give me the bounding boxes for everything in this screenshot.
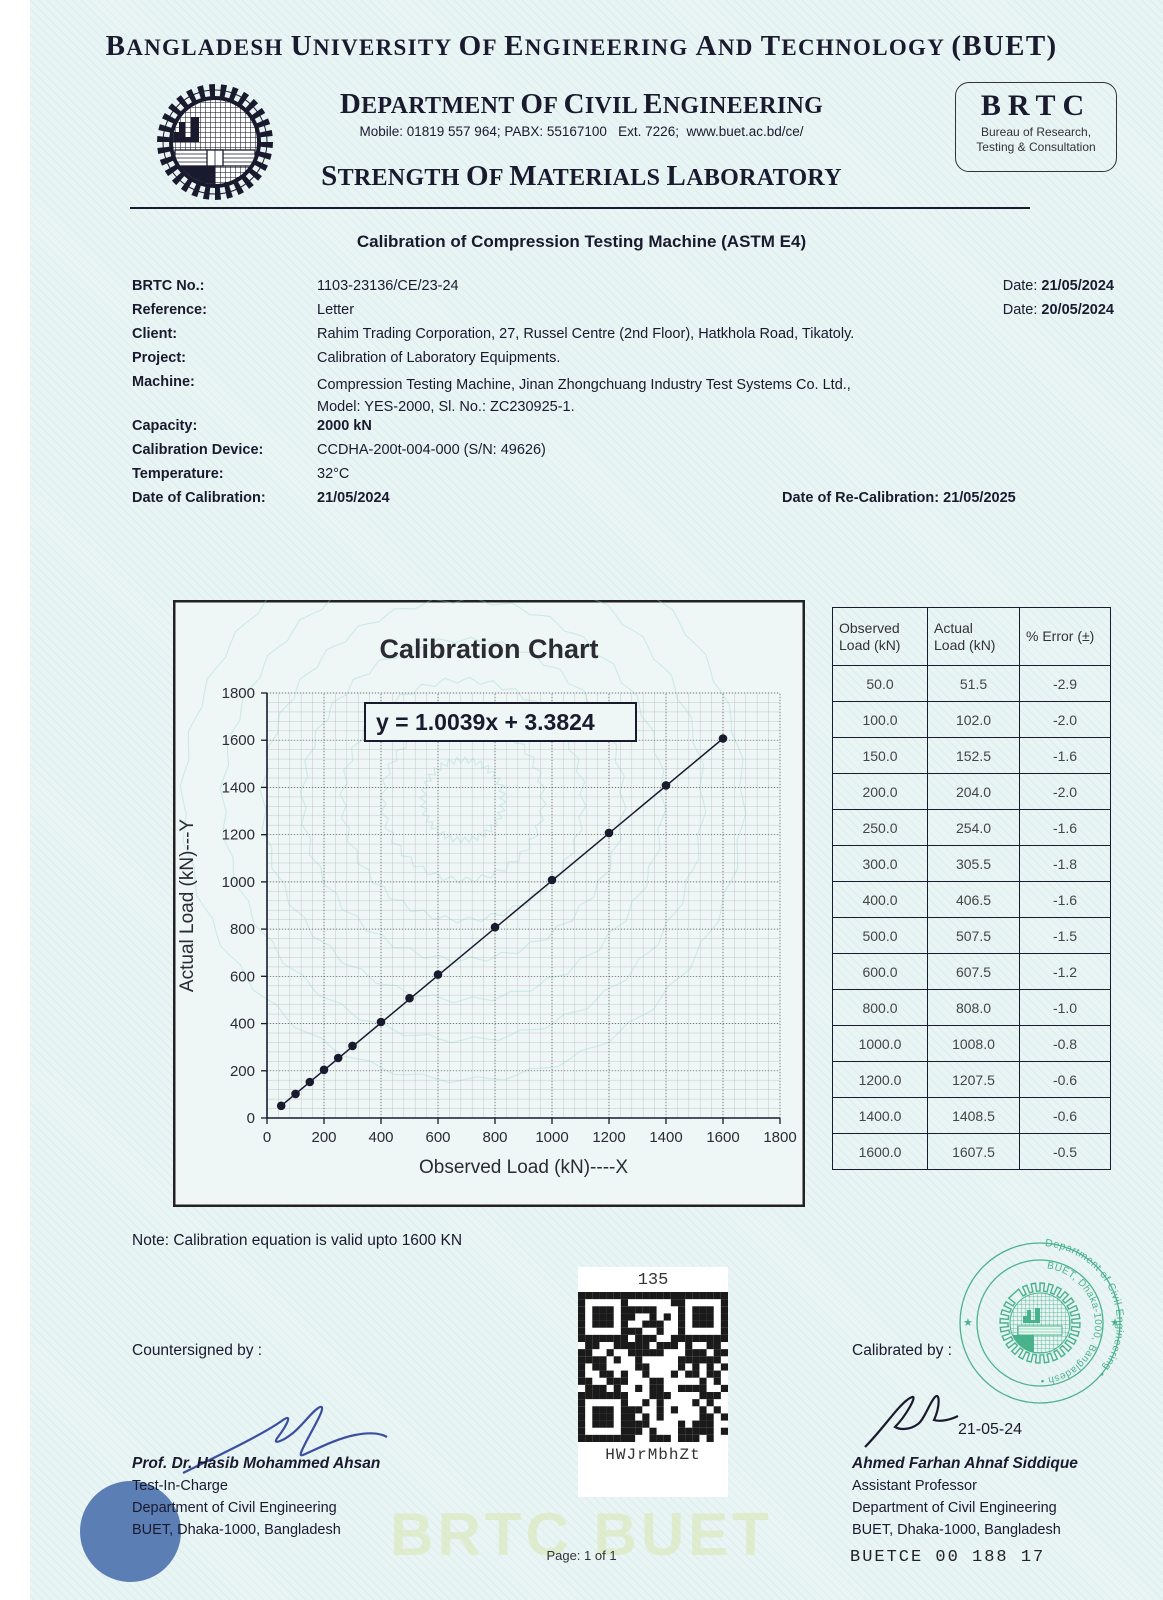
svg-text:1400: 1400 <box>649 1129 682 1146</box>
svg-text:Actual Load (kN)---Y: Actual Load (kN)---Y <box>177 819 198 992</box>
svg-text:1200: 1200 <box>222 827 255 844</box>
svg-text:Calibration Chart: Calibration Chart <box>379 634 598 664</box>
svg-text:y = 1.0039x + 3.3824: y = 1.0039x + 3.3824 <box>376 709 595 735</box>
svg-text:★: ★ <box>963 1317 973 1329</box>
svg-text:0: 0 <box>247 1110 255 1127</box>
svg-text:1400: 1400 <box>222 779 255 796</box>
svg-text:200: 200 <box>311 1129 336 1146</box>
svg-text:21-05-24: 21-05-24 <box>958 1421 1022 1438</box>
svg-text:1800: 1800 <box>763 1129 796 1146</box>
svg-text:0: 0 <box>263 1129 271 1146</box>
svg-text:800: 800 <box>482 1129 507 1146</box>
svg-text:1600: 1600 <box>706 1129 739 1146</box>
svg-text:1000: 1000 <box>222 874 255 891</box>
svg-text:★: ★ <box>1110 1317 1120 1329</box>
svg-text:1800: 1800 <box>222 685 255 702</box>
svg-text:Observed Load (kN)----X: Observed Load (kN)----X <box>419 1157 628 1178</box>
svg-text:800: 800 <box>230 921 255 938</box>
svg-text:1000: 1000 <box>535 1129 568 1146</box>
svg-text:200: 200 <box>230 1063 255 1080</box>
svg-text:400: 400 <box>230 1016 255 1033</box>
svg-text:600: 600 <box>425 1129 450 1146</box>
svg-text:600: 600 <box>230 968 255 985</box>
svg-text:400: 400 <box>368 1129 393 1146</box>
svg-text:1600: 1600 <box>222 732 255 749</box>
svg-text:1200: 1200 <box>592 1129 625 1146</box>
